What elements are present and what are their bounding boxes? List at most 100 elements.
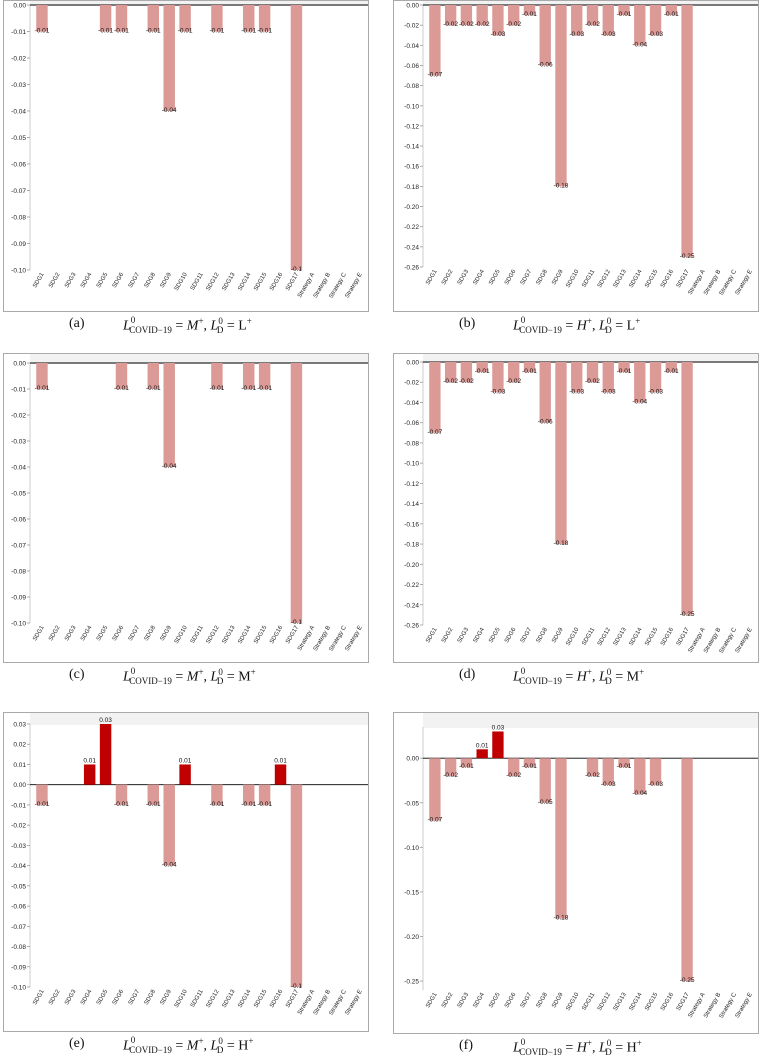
- data-label: -0.01: [35, 28, 50, 35]
- bar-sdg5: [492, 731, 504, 759]
- bar-sdg14: [242, 784, 255, 805]
- y-tick-label: -0.08: [11, 215, 26, 222]
- data-label: -0.02: [459, 378, 474, 385]
- data-label: -0.06: [538, 61, 553, 68]
- data-label: -0.06: [538, 419, 553, 426]
- y-tick-label: 0.00: [406, 756, 419, 763]
- data-label: -0.01: [209, 385, 224, 392]
- data-label: -0.1: [291, 619, 303, 626]
- data-label: -0.01: [35, 385, 50, 392]
- chart-frame: [3, 353, 369, 663]
- y-tick-label: -0.10: [404, 103, 419, 110]
- y-tick-label: -0.02: [404, 380, 419, 387]
- data-label: -0.01: [209, 28, 224, 35]
- caption-formula: L0COVID−19 = M+, L0D = M+: [123, 666, 256, 687]
- y-tick-label: -0.06: [11, 517, 26, 524]
- data-label: -0.01: [146, 801, 161, 808]
- bar-sdg9: [555, 5, 567, 187]
- bar-sdg17: [681, 5, 693, 257]
- plot-top-band: [423, 1, 758, 6]
- y-tick-label: -0.07: [11, 543, 26, 550]
- bar-sdg1: [36, 363, 48, 389]
- chart-frame: [393, 353, 759, 663]
- data-label: -0.02: [475, 21, 490, 28]
- y-tick-label: -0.03: [11, 843, 26, 850]
- data-label: -0.01: [617, 763, 632, 770]
- y-tick-label: -0.01: [11, 387, 26, 394]
- data-label: -0.01: [146, 28, 161, 35]
- caption-letter: (f): [459, 1038, 473, 1053]
- y-tick-label: -0.24: [404, 602, 419, 609]
- bar-sdg9: [163, 784, 175, 866]
- data-label: -0.01: [664, 11, 679, 18]
- bar-sdg12: [602, 5, 614, 36]
- bar-sdg2: [444, 758, 457, 777]
- bar-sdg9: [555, 362, 567, 545]
- bar-sdg7: [523, 5, 536, 16]
- y-tick-label: -0.20: [404, 204, 419, 211]
- y-tick-label: -0.08: [404, 83, 419, 90]
- chart-panel-e: 0.03 0.02 0.01 0.00 -0.01 -0.02 -0.03 -0.04 -0.0…: [3, 712, 369, 1055]
- bar-sdg17: [290, 5, 303, 270]
- bar-sdg8: [147, 5, 160, 32]
- bar-sdg6: [508, 758, 520, 777]
- bar-sdg15: [258, 363, 271, 389]
- bar-sdg4: [476, 5, 488, 26]
- bar-sdg2: [444, 5, 457, 26]
- data-label: -0.01: [209, 801, 224, 808]
- bar-sdg13: [618, 362, 630, 373]
- chart-frame: [393, 0, 759, 312]
- bar-sdg16: [274, 764, 287, 785]
- y-tick-label: -0.01: [11, 29, 26, 36]
- y-tick-label: -0.02: [11, 413, 26, 420]
- data-label: -0.05: [538, 799, 553, 806]
- bar-sdg9: [163, 5, 175, 111]
- y-tick-label: -0.10: [11, 268, 26, 275]
- data-label: -0.18: [554, 540, 569, 547]
- y-tick-label: -0.10: [11, 621, 26, 628]
- data-label: -0.01: [617, 11, 632, 18]
- data-label: -0.03: [569, 388, 584, 395]
- chart-frame: [3, 0, 369, 312]
- data-label: -0.01: [522, 11, 537, 18]
- bar-sdg15: [649, 5, 662, 36]
- data-label: -0.04: [162, 107, 177, 114]
- bar-sdg1: [429, 362, 441, 433]
- chart-panel-d: 0.00 -0.02 -0.04 -0.06 -0.08 -0.10 -0.12 -0.14 -…: [393, 353, 759, 686]
- caption-letter: (b): [459, 316, 476, 331]
- chart-svg-d: 0.00 -0.02 -0.04 -0.06 -0.08 -0.10 -0.12 -0.14 -…: [393, 353, 759, 663]
- data-label: -0.03: [648, 31, 663, 38]
- y-tick-label: -0.09: [11, 964, 26, 971]
- bar-sdg12: [602, 362, 614, 393]
- bar-sdg7: [523, 362, 536, 373]
- y-tick-label: -0.06: [11, 162, 26, 169]
- caption-letter: (e): [69, 1036, 85, 1051]
- y-tick-label: -0.04: [11, 109, 26, 116]
- data-label: -0.01: [664, 368, 679, 375]
- data-label: -0.04: [632, 398, 647, 405]
- data-label: -0.02: [506, 772, 521, 779]
- bar-sdg14: [242, 5, 255, 32]
- bar-sdg4: [476, 749, 488, 759]
- caption-letter: (a): [69, 316, 85, 331]
- bar-sdg16: [665, 5, 677, 16]
- bar-sdg10: [179, 764, 191, 785]
- data-label: -0.03: [491, 388, 506, 395]
- data-label: -0.03: [648, 781, 663, 788]
- data-label: -0.25: [680, 977, 695, 984]
- y-tick-label: -0.15: [404, 889, 419, 896]
- data-label: -0.01: [114, 385, 129, 392]
- bar-sdg5: [492, 362, 504, 393]
- data-label: -0.04: [632, 41, 647, 48]
- data-label: -0.02: [443, 378, 458, 385]
- bar-sdg6: [508, 5, 520, 26]
- bar-sdg15: [649, 758, 662, 785]
- bar-sdg13: [618, 758, 630, 768]
- data-label: -0.25: [680, 611, 695, 618]
- chart-svg-f: 0.00-0.05-0.10-0.15-0.20-0.25-0.07SDG1-0…: [393, 712, 759, 1034]
- data-label: -0.07: [427, 429, 442, 436]
- bar-sdg12: [211, 5, 223, 32]
- data-label: -0.01: [522, 763, 537, 770]
- bar-sdg12: [602, 758, 614, 785]
- bar-sdg6: [115, 784, 128, 805]
